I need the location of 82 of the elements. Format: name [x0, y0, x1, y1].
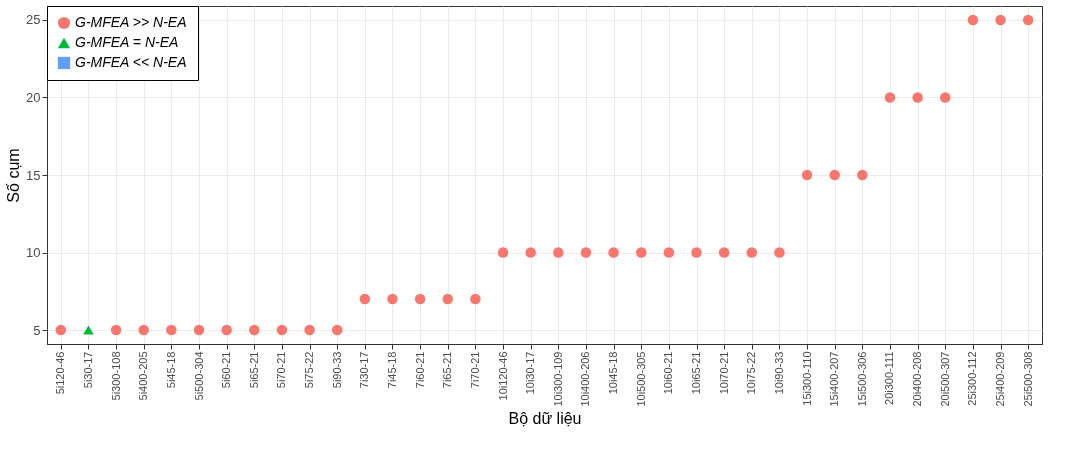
x-tick-label: 5i120-46: [54, 351, 67, 395]
x-tick-label: 5i75-22: [303, 351, 316, 389]
x-tick-label: 25i500-308: [1021, 351, 1034, 407]
x-tick-label: 15i300-110: [800, 351, 813, 406]
x-tick-label: 10i30-17: [524, 351, 537, 395]
point: [774, 247, 785, 258]
point: [387, 293, 398, 305]
point: [442, 293, 454, 305]
point: [470, 293, 481, 305]
x-tick-label: 5i45-18: [164, 351, 177, 389]
point: [55, 324, 67, 336]
point: [663, 247, 675, 258]
x-tick-label: 15i500-306: [855, 351, 868, 407]
y-tick-label: 10: [26, 245, 41, 261]
x-tick-label: 7i30-17: [358, 351, 371, 389]
point: [110, 324, 122, 336]
point: [166, 324, 177, 336]
point: [995, 14, 1006, 26]
x-tick-label: 25i300-112: [966, 351, 979, 406]
y-tick-label: 25: [26, 12, 41, 28]
x-tick-label: 7i60-21: [413, 351, 426, 389]
x-tick-label: 10i300-109: [551, 351, 564, 407]
legend-label: G-MFEA >> N-EA: [75, 14, 187, 30]
point: [1022, 14, 1034, 26]
point: [331, 324, 343, 336]
x-tick-label: 5i90-33: [330, 351, 343, 389]
point: [276, 324, 288, 336]
x-tick-label: 7i70-21: [468, 351, 481, 389]
point: [414, 293, 426, 305]
point: [221, 324, 232, 336]
point: [718, 247, 730, 258]
point: [83, 325, 94, 335]
y-tick-label: 15: [26, 167, 41, 183]
x-tick-label: 10i75-22: [745, 351, 758, 395]
x-tick-label: 25i400-209: [994, 351, 1007, 407]
x-tick-label: 5i65-21: [247, 351, 260, 389]
x-tick-label: 15i400-207: [828, 351, 841, 407]
y-tick-label: 5: [33, 322, 41, 338]
point: [304, 324, 315, 336]
point: [525, 247, 536, 258]
point: [138, 324, 149, 336]
point: [580, 247, 592, 258]
x-tick-label: 10i65-21: [690, 351, 703, 395]
x-tick-label: 10i70-21: [717, 351, 730, 395]
x-tick-label: 20i500-307: [938, 351, 951, 407]
x-tick-label: 10i120-46: [496, 351, 509, 401]
x-axis-title: Bộ dữ liệu: [508, 409, 582, 427]
x-tick-label: 20i300-111: [883, 351, 896, 405]
point: [746, 247, 758, 258]
x-tick-label: 7i45-18: [385, 351, 398, 389]
x-tick-label: 7i65-21: [441, 351, 454, 389]
point: [940, 92, 951, 103]
x-tick-label: 5i70-21: [275, 351, 288, 389]
y-axis-title: Số cụm: [5, 148, 23, 203]
x-tick-label: 20i400-208: [911, 351, 924, 407]
point: [857, 169, 868, 181]
point: [691, 247, 702, 258]
x-tick-label: 5i30-17: [81, 351, 94, 389]
x-tick-label: 5i300-108: [109, 351, 122, 401]
x-tick-label: 10i90-33: [772, 351, 785, 395]
point: [912, 92, 923, 103]
x-tick-label: 5i60-21: [220, 351, 233, 389]
point: [829, 169, 840, 181]
legend-label: G-MFEA = N-EA: [75, 34, 179, 50]
legend-label: G-MFEA << N-EA: [75, 54, 187, 70]
point: [801, 169, 813, 181]
x-tick-label: 10i400-206: [579, 351, 592, 407]
x-tick-label: 10i60-21: [662, 351, 675, 395]
point: [497, 247, 509, 258]
x-tick-label: 5i400-205: [137, 351, 150, 401]
point: [193, 324, 205, 336]
point: [884, 92, 896, 103]
x-tick-label: 10i500-305: [634, 351, 647, 407]
point: [249, 324, 260, 336]
x-tick-label: 10i45-18: [607, 351, 620, 395]
point: [967, 14, 979, 26]
point: [359, 293, 371, 305]
x-tick-label: 5i500-304: [192, 351, 205, 401]
point: [553, 247, 564, 258]
point: [635, 247, 647, 258]
y-tick-label: 20: [26, 89, 41, 105]
point: [608, 247, 619, 258]
